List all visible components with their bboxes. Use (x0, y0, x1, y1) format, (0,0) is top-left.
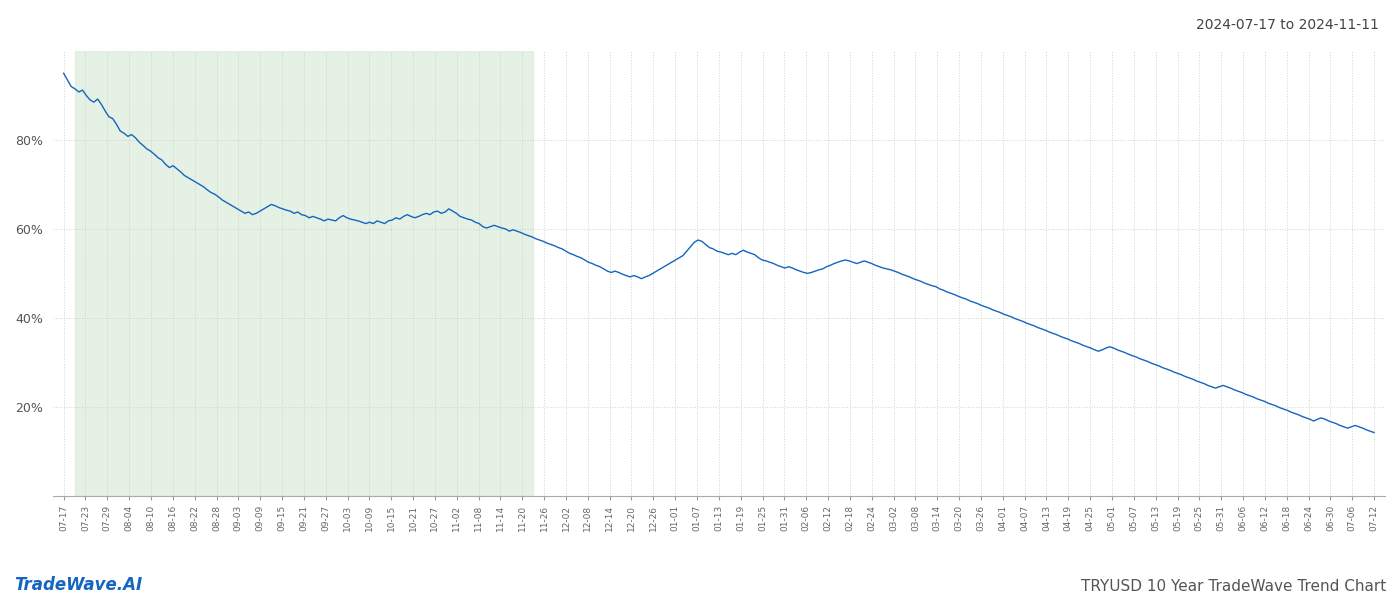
Bar (74, 51, 533, 496)
Text: 2024-07-17 to 2024-11-11: 2024-07-17 to 2024-11-11 (1196, 18, 1379, 32)
Text: TradeWave.AI: TradeWave.AI (14, 576, 143, 594)
Text: TRYUSD 10 Year TradeWave Trend Chart: TRYUSD 10 Year TradeWave Trend Chart (1081, 579, 1386, 594)
